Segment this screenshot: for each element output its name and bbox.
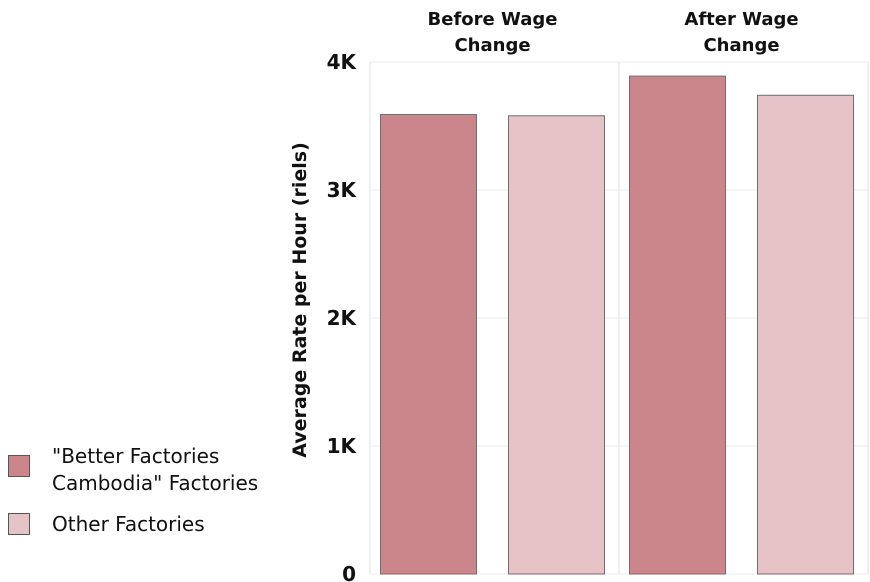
legend-label-other-factories: Other Factories	[52, 512, 205, 536]
legend-label-better-factories: "Better Factories Cambodia" Factories	[52, 444, 259, 495]
bar-panel-1-series-1	[757, 94, 854, 575]
legend-item-better-factories: "Better Factories Cambodia" Factories	[8, 443, 298, 497]
panel-header-1-line-1: Change	[703, 35, 779, 56]
legend: "Better Factories Cambodia" Factories Ot…	[8, 443, 298, 552]
panel-header-0-line-1: Change	[454, 35, 530, 56]
panel-header-0: Before Wage Change	[428, 9, 558, 56]
bar-panel-0-series-0	[380, 113, 477, 575]
y-tick-label-2: 2K	[327, 306, 358, 330]
y-tick-label-0: 0	[342, 562, 356, 582]
y-tick-label-3: 3K	[327, 178, 358, 202]
panel-header-0-line-0: Before Wage	[428, 9, 558, 30]
panel-header-1-line-0: After Wage	[684, 9, 798, 30]
bar-panel-0-series-1	[508, 115, 605, 575]
legend-item-other-factories: Other Factories	[8, 511, 298, 538]
bar-panel-1-series-0	[629, 75, 726, 575]
legend-swatch-better-factories	[8, 455, 30, 477]
y-axis-title: Average Rate per Hour (riels)	[289, 142, 311, 458]
legend-swatch-other-factories	[8, 513, 30, 535]
panel-header-1: After Wage Change	[684, 9, 798, 56]
y-tick-label-4: 4K	[327, 50, 358, 74]
y-tick-label-1: 1K	[327, 434, 358, 458]
